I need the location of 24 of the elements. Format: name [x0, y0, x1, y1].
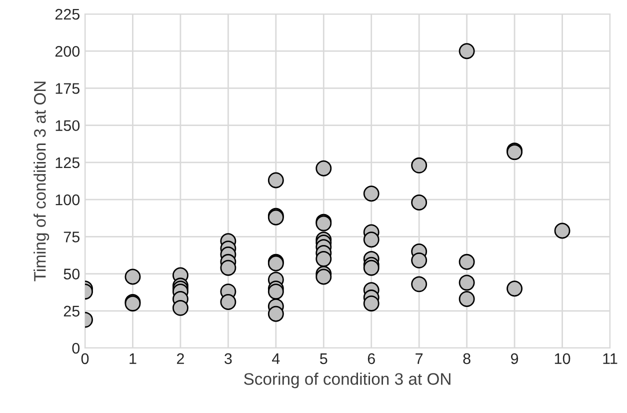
y-tick-label: 175	[56, 83, 80, 94]
x-tick-label: 11	[603, 353, 618, 364]
y-tick-label: 100	[56, 194, 80, 206]
x-tick-label: 2	[176, 353, 184, 364]
y-tick-label: 50	[64, 268, 80, 280]
x-tick-label: 7	[416, 353, 423, 364]
y-tick-label: 0	[72, 342, 80, 354]
y-tick-label: 125	[56, 157, 80, 168]
x-tick-label: 4	[272, 353, 280, 364]
x-tick-label: 3	[224, 353, 232, 364]
x-tick-label: 6	[368, 353, 375, 364]
y-tick-label: 225	[55, 8, 80, 20]
y-tick-label: 150	[56, 120, 80, 132]
y-tick-label: 75	[64, 232, 80, 242]
x-tick-label: 8	[463, 353, 470, 364]
x-tick-label: 9	[511, 353, 518, 364]
x-tick-label: 0	[81, 353, 89, 364]
y-tick-label: 25	[64, 306, 80, 317]
y-tick-label: 200	[55, 46, 80, 57]
x-axis-title: Scoring of condition 3 at ON	[244, 372, 450, 388]
y-axis-title: Timing of condition 3 at ON	[34, 82, 50, 282]
x-tick-label: 1	[130, 353, 136, 364]
x-tick-label: 10	[554, 353, 570, 364]
x-tick-label: 5	[320, 353, 328, 364]
